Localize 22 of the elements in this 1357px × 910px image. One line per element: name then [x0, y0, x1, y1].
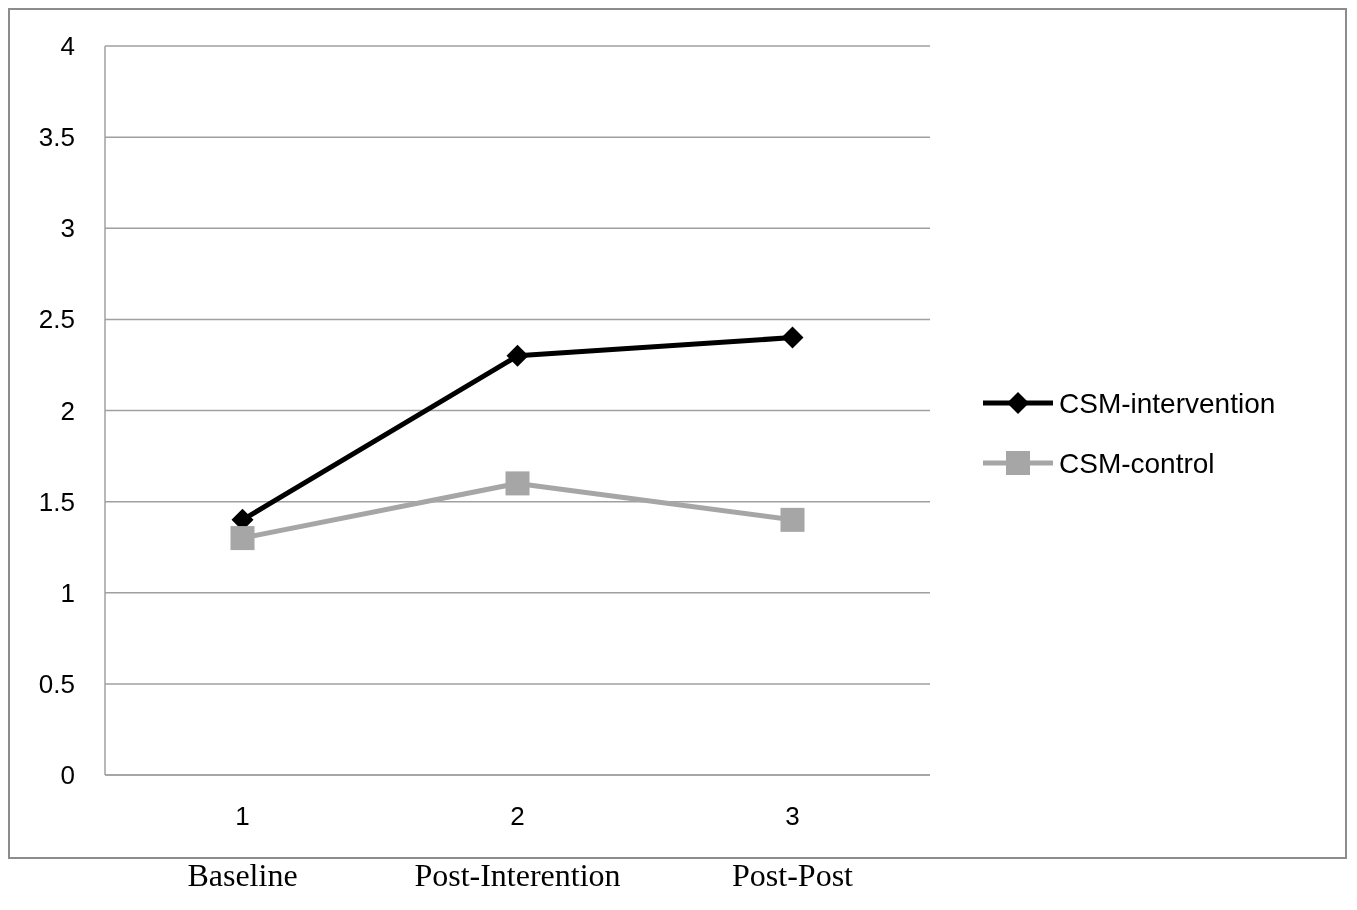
x-tick-label: 1 — [235, 801, 250, 831]
point — [230, 526, 255, 551]
point — [506, 344, 529, 367]
x-tick-label: 2 — [510, 801, 525, 831]
point — [781, 326, 804, 349]
legend-label: CSM-intervention — [1059, 387, 1276, 419]
y-tick-label: 2 — [60, 395, 75, 426]
y-tick-label: 4 — [60, 31, 75, 62]
y-tick-label: 1 — [60, 577, 75, 608]
y-tick-label: 0 — [60, 760, 75, 791]
text: Post-Post — [732, 857, 854, 893]
y-tick-label: 1.5 — [38, 486, 75, 517]
y-tick-label: 3.5 — [38, 122, 75, 153]
text: Baseline — [187, 857, 298, 893]
point — [505, 471, 530, 496]
y-tick-label: 3 — [60, 213, 75, 244]
y-tick-label: 2.5 — [38, 304, 75, 335]
text: Post-Interention — [414, 857, 621, 893]
y-tick-label: 0.5 — [38, 668, 75, 699]
x-tick-label: 3 — [785, 801, 800, 831]
legend-label: CSM-control — [1059, 447, 1215, 479]
point — [780, 507, 805, 532]
